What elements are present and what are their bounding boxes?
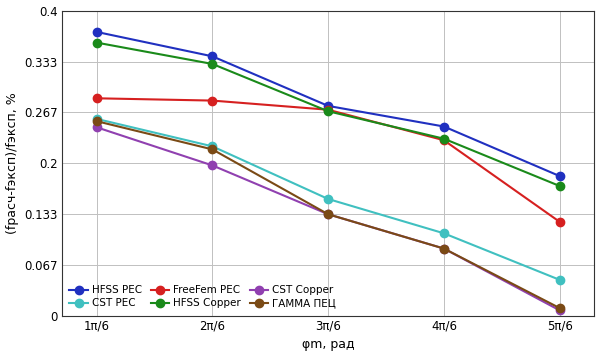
CST Copper xyxy=(556,308,563,312)
Line: HFSS PEC: HFSS PEC xyxy=(92,28,564,180)
CST Copper xyxy=(325,212,332,216)
CST Copper xyxy=(209,163,216,167)
HFSS Copper xyxy=(209,62,216,66)
CST PEC xyxy=(556,278,563,282)
ГАММА ПЕЦ xyxy=(440,246,448,251)
CST PEC xyxy=(325,197,332,201)
HFSS PEC xyxy=(556,174,563,178)
Line: FreeFem PEC: FreeFem PEC xyxy=(92,94,564,226)
ГАММА ПЕЦ xyxy=(325,212,332,216)
ГАММА ПЕЦ xyxy=(556,306,563,310)
HFSS PEC xyxy=(209,54,216,59)
FreeFem PEC xyxy=(556,220,563,224)
Line: ГАММА ПЕЦ: ГАММА ПЕЦ xyxy=(92,117,564,312)
CST PEC xyxy=(93,117,100,121)
FreeFem PEC xyxy=(325,107,332,112)
HFSS Copper xyxy=(93,40,100,45)
CST PEC xyxy=(209,144,216,149)
CST PEC xyxy=(440,231,448,236)
Legend: HFSS PEC, CST PEC, FreeFem PEC, HFSS Copper, CST Copper, ГАММА ПЕЦ: HFSS PEC, CST PEC, FreeFem PEC, HFSS Cop… xyxy=(65,281,340,313)
HFSS Copper xyxy=(325,109,332,114)
Line: CST Copper: CST Copper xyxy=(92,123,564,315)
X-axis label: φm, рад: φm, рад xyxy=(302,338,355,351)
CST Copper xyxy=(93,125,100,130)
ГАММА ПЕЦ xyxy=(93,119,100,123)
HFSS PEC xyxy=(325,104,332,108)
Line: CST PEC: CST PEC xyxy=(92,115,564,284)
FreeFem PEC xyxy=(209,99,216,103)
HFSS PEC xyxy=(93,30,100,34)
ГАММА ПЕЦ xyxy=(209,147,216,152)
FreeFem PEC xyxy=(93,96,100,100)
Line: HFSS Copper: HFSS Copper xyxy=(92,39,564,190)
Y-axis label: (fрасч-fэксп)/fэксп, %: (fрасч-fэксп)/fэксп, % xyxy=(5,92,19,234)
FreeFem PEC xyxy=(440,138,448,142)
CST Copper xyxy=(440,246,448,251)
HFSS Copper xyxy=(556,184,563,188)
HFSS Copper xyxy=(440,137,448,141)
HFSS PEC xyxy=(440,124,448,129)
